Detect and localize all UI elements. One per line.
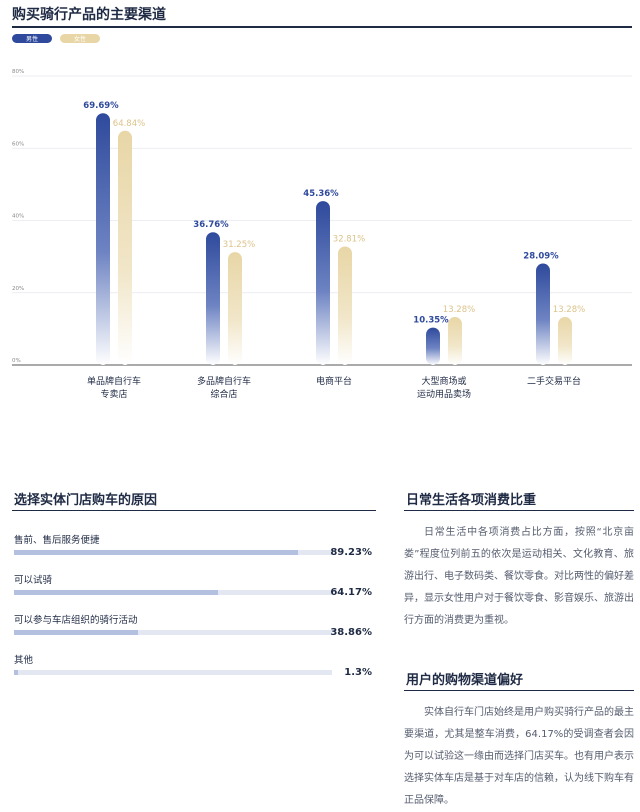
y-tick-label: 60% — [12, 141, 24, 147]
reason-item-2: 可以试骑 64.17% — [14, 572, 372, 598]
data-label: 31.25% — [223, 240, 255, 250]
reason-item-3: 可以参与车店组织的骑行活动 38.86% — [14, 612, 372, 638]
category-label: 多品牌自行车 — [197, 375, 251, 387]
data-label: 13.28% — [553, 305, 585, 315]
category-label: 综合店 — [210, 388, 237, 400]
reason-value: 89.23% — [330, 547, 372, 558]
bar-male — [426, 327, 440, 365]
legend-male: 男性 — [12, 34, 52, 43]
data-label: 10.35% — [413, 316, 449, 326]
reason-value: 38.86% — [330, 627, 372, 638]
reason-label: 售前、售后服务便捷 — [14, 535, 100, 546]
reason-track — [14, 630, 332, 635]
chart-legend: 男性 女性 — [12, 34, 100, 43]
data-label: 64.84% — [113, 119, 145, 129]
category-label: 大型商场或 — [421, 375, 466, 387]
reasons-divider — [12, 510, 376, 511]
legend-female: 女性 — [60, 34, 100, 43]
reason-label: 其他 — [14, 655, 34, 666]
reason-track — [14, 670, 332, 675]
category-label: 专卖店 — [100, 388, 127, 400]
reason-label: 可以参与车店组织的骑行活动 — [14, 615, 138, 626]
bar-male — [206, 232, 220, 365]
data-label: 69.69% — [83, 101, 119, 111]
reason-value: 64.17% — [330, 587, 372, 598]
bar-female — [228, 252, 242, 365]
data-label: 36.76% — [193, 220, 229, 230]
page-title: 购买骑行产品的主要渠道 — [12, 7, 166, 23]
daily-divider — [404, 510, 634, 511]
category-label: 电商平台 — [316, 375, 352, 387]
bar-male — [96, 113, 110, 365]
y-tick-label: 20% — [12, 286, 24, 292]
reason-track — [14, 590, 332, 595]
reason-fill — [14, 550, 298, 555]
y-tick-label: 40% — [12, 214, 24, 220]
y-tick-label: 0% — [12, 358, 21, 364]
bar-male — [316, 201, 330, 365]
bar-female — [448, 317, 462, 365]
channel-divider — [404, 690, 634, 691]
category-label: 二手交易平台 — [527, 375, 581, 387]
reason-label: 可以试骑 — [14, 575, 53, 586]
reasons-title: 选择实体门店购车的原因 — [14, 493, 158, 508]
reason-fill — [14, 590, 219, 595]
data-label: 28.09% — [523, 252, 559, 262]
channel-paragraph: 实体自行车门店始终是用户购买骑行产品的最主要渠道，尤其是整车消费，64.17%的… — [404, 707, 634, 806]
reason-track — [14, 550, 332, 555]
reason-item-1: 售前、售后服务便捷 89.23% — [14, 532, 372, 558]
reason-value: 1.3% — [344, 667, 372, 678]
reason-item-4: 其他 1.3% — [14, 652, 372, 678]
bar-female — [558, 317, 572, 365]
reason-fill — [14, 670, 19, 675]
reason-fill — [14, 630, 138, 635]
legend-female-label: 女性 — [73, 36, 86, 43]
data-label: 32.81% — [333, 234, 365, 244]
legend-male-label: 男性 — [25, 36, 38, 43]
bar-male — [536, 263, 550, 365]
category-label: 单品牌自行车 — [87, 375, 141, 387]
title-divider — [12, 26, 632, 28]
bar-female — [118, 130, 132, 365]
y-tick-label: 80% — [12, 69, 24, 75]
daily-title: 日常生活各项消费比重 — [406, 493, 537, 508]
data-label: 13.28% — [443, 305, 475, 315]
bar-female — [338, 246, 352, 365]
channel-title: 用户的购物渠道偏好 — [406, 673, 524, 688]
category-label: 运动用品卖场 — [417, 389, 471, 400]
data-label: 45.36% — [303, 189, 339, 199]
daily-paragraph: 日常生活中各项消费占比方面，按照“北京亩娄”程度位列前五的依次是运动相关、文化教… — [404, 527, 634, 626]
